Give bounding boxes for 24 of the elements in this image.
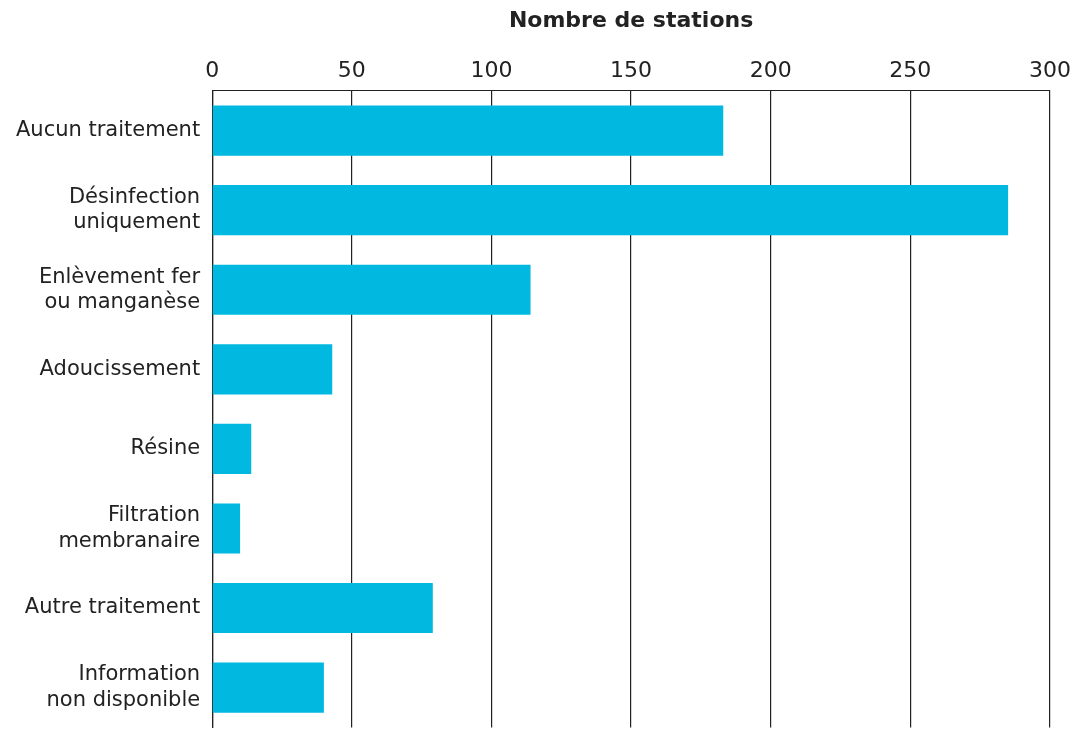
bar (212, 662, 324, 713)
x-tick-label: 0 (205, 57, 220, 83)
x-tick-label: 150 (610, 57, 653, 83)
x-tick-label: 100 (470, 57, 513, 83)
y-tick-label: Désinfection uniquement (68, 184, 201, 234)
y-tick-label: Autre traitement (24, 594, 201, 619)
x-tick-label: 50 (337, 57, 366, 83)
x-axis-title: Nombre de stations (508, 6, 754, 32)
bar (212, 423, 252, 474)
y-tick-label: Aucun traitement (15, 117, 201, 142)
y-tick-label: Adoucissement (39, 355, 201, 380)
x-tick-label: 250 (889, 57, 932, 83)
bar (212, 264, 531, 315)
bar (212, 582, 433, 634)
y-tick-label: Enlèvement fer ou manganèse (38, 263, 201, 313)
bar (212, 185, 1009, 236)
bar (212, 105, 724, 156)
x-tick-label: 200 (749, 57, 792, 83)
y-tick-label: Résine (130, 435, 201, 460)
y-tick-label: Filtration membranaire (58, 502, 201, 552)
y-tick-label: Information non disponible (46, 661, 201, 711)
x-tick-label: 300 (1029, 57, 1071, 83)
bar (212, 503, 241, 554)
bar (212, 344, 333, 395)
